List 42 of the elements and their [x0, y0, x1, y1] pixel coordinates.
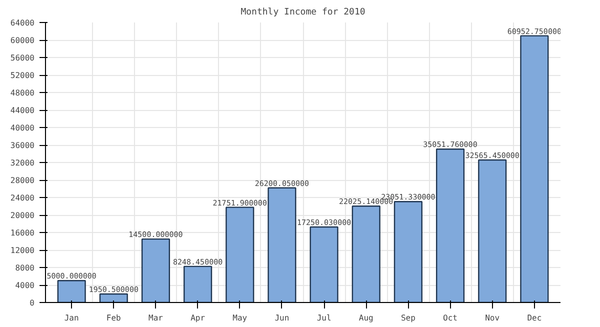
y-tick-label: 28000 [10, 176, 35, 185]
x-tick-label: Aug [358, 314, 374, 322]
x-tick-label: Jan [64, 314, 79, 322]
y-tick-label: 52000 [10, 71, 35, 80]
y-tick-label: 4000 [15, 281, 35, 290]
bar [184, 266, 212, 302]
y-tick-label: 20000 [10, 211, 35, 220]
y-tick-label: 48000 [10, 88, 35, 98]
x-tick-label: Jun [274, 314, 290, 322]
y-tick-label: 36000 [10, 141, 35, 150]
y-tick-label: 56000 [10, 54, 35, 62]
bar [226, 206, 254, 302]
bar [268, 187, 296, 302]
x-tick-label: Feb [106, 314, 122, 322]
bar [57, 280, 86, 302]
x-tick-label: Jul [316, 314, 332, 322]
y-tick-label: 60000 [10, 36, 35, 45]
x-tick-label: Nov [485, 314, 500, 322]
x-tick-label: May [232, 314, 248, 322]
x-tick-label: Oct [443, 314, 458, 322]
x-tick-label: Sep [400, 314, 416, 322]
bar [99, 293, 128, 302]
bar [141, 238, 170, 302]
bar [436, 148, 465, 302]
y-tick-label: 44000 [10, 106, 35, 115]
y-tick-label: 64000 [10, 18, 35, 28]
bar [478, 159, 507, 302]
bar [394, 201, 422, 302]
y-tick-label: 8000 [15, 264, 35, 272]
x-tick-label: Mar [148, 314, 164, 322]
x-tick-label: Dec [527, 314, 542, 322]
y-tick-label: 0 [30, 298, 35, 308]
bar [520, 35, 549, 302]
bar [352, 206, 380, 302]
y-tick-label: 40000 [10, 124, 35, 132]
y-tick-label: 16000 [10, 228, 35, 238]
y-tick-label: 24000 [10, 194, 35, 202]
chart-title: Monthly Income for 2010 [240, 8, 366, 18]
bar [310, 226, 338, 302]
y-tick-label: 12000 [10, 246, 35, 255]
x-tick-label: Apr [190, 314, 206, 322]
y-tick-label: 32000 [10, 158, 35, 168]
